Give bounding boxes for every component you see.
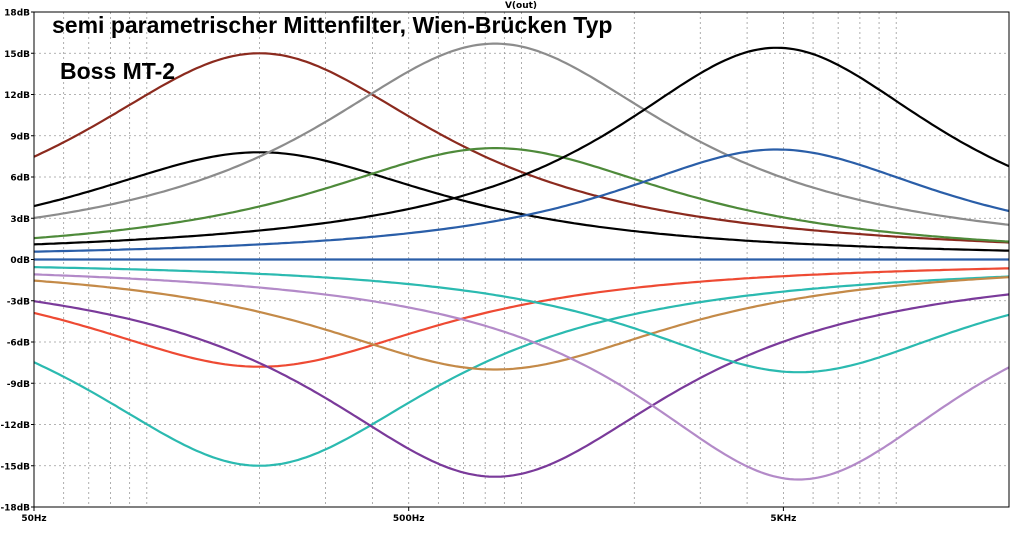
y-tick-label: 15dB	[4, 50, 30, 60]
y-tick-label: 12dB	[4, 91, 30, 101]
y-tick-label: -3dB	[7, 297, 30, 307]
y-tick-label: -18dB	[0, 504, 30, 514]
chart-title: semi parametrischer Mittenfilter, Wien-B…	[52, 12, 613, 38]
y-tick-label: 18dB	[4, 9, 30, 19]
y-tick-label: -12dB	[0, 421, 30, 431]
series-line-3	[33, 42, 1010, 226]
series-line-1	[33, 52, 1010, 244]
chart-subtitle: Boss MT-2	[60, 58, 176, 84]
y-tick-label: 3dB	[10, 215, 30, 225]
series-line-10	[33, 293, 1010, 478]
series-line-5	[33, 46, 1010, 246]
series-line-8	[33, 275, 1010, 467]
series-line-2	[33, 151, 1009, 252]
y-tick-label: 9dB	[10, 132, 30, 142]
series-line-4	[33, 147, 1010, 243]
x-tick-label: 50Hz	[21, 514, 46, 524]
y-tick-label: 0dB	[10, 256, 30, 266]
series-line-11	[33, 266, 1010, 374]
series-layer	[33, 42, 1010, 481]
y-tick-label: 6dB	[10, 174, 30, 184]
x-axis-ticks: 50Hz 500Hz 5KHz	[21, 507, 796, 524]
y-axis-ticks: 18dB 15dB 12dB 9dB 6dB 3dB 0dB -3dB -6dB -9dB -12d…	[0, 9, 34, 514]
x-tick-label: 500Hz	[393, 514, 425, 524]
series-line-12	[33, 273, 1010, 481]
y-tick-label: -9dB	[7, 380, 30, 390]
trace-label: V(out)	[505, 1, 537, 11]
y-tick-label: -15dB	[0, 462, 30, 472]
series-line-6	[34, 148, 1010, 253]
series-line-7	[33, 267, 1009, 368]
series-line-9	[33, 276, 1010, 371]
x-tick-label: 5KHz	[770, 514, 796, 524]
y-tick-label: -6dB	[7, 339, 30, 349]
